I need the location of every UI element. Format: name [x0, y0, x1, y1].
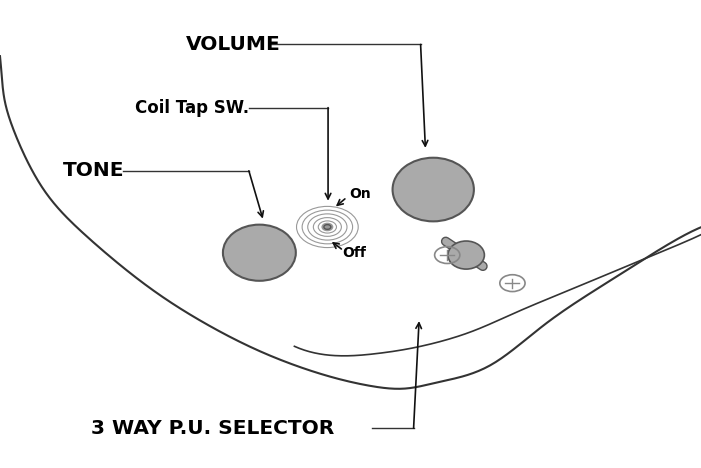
Ellipse shape — [308, 214, 347, 240]
Ellipse shape — [297, 206, 358, 248]
Ellipse shape — [318, 221, 336, 233]
Ellipse shape — [223, 225, 296, 281]
Text: VOLUME: VOLUME — [186, 35, 280, 54]
Text: On: On — [349, 187, 371, 201]
Text: Off: Off — [342, 246, 366, 260]
Ellipse shape — [448, 241, 484, 269]
Ellipse shape — [322, 224, 332, 230]
Ellipse shape — [302, 210, 353, 244]
Ellipse shape — [324, 225, 331, 229]
Ellipse shape — [393, 158, 474, 221]
Text: Coil Tap SW.: Coil Tap SW. — [135, 99, 249, 117]
Text: 3 WAY P.U. SELECTOR: 3 WAY P.U. SELECTOR — [91, 419, 334, 438]
Ellipse shape — [313, 218, 341, 236]
Text: TONE: TONE — [63, 161, 125, 180]
